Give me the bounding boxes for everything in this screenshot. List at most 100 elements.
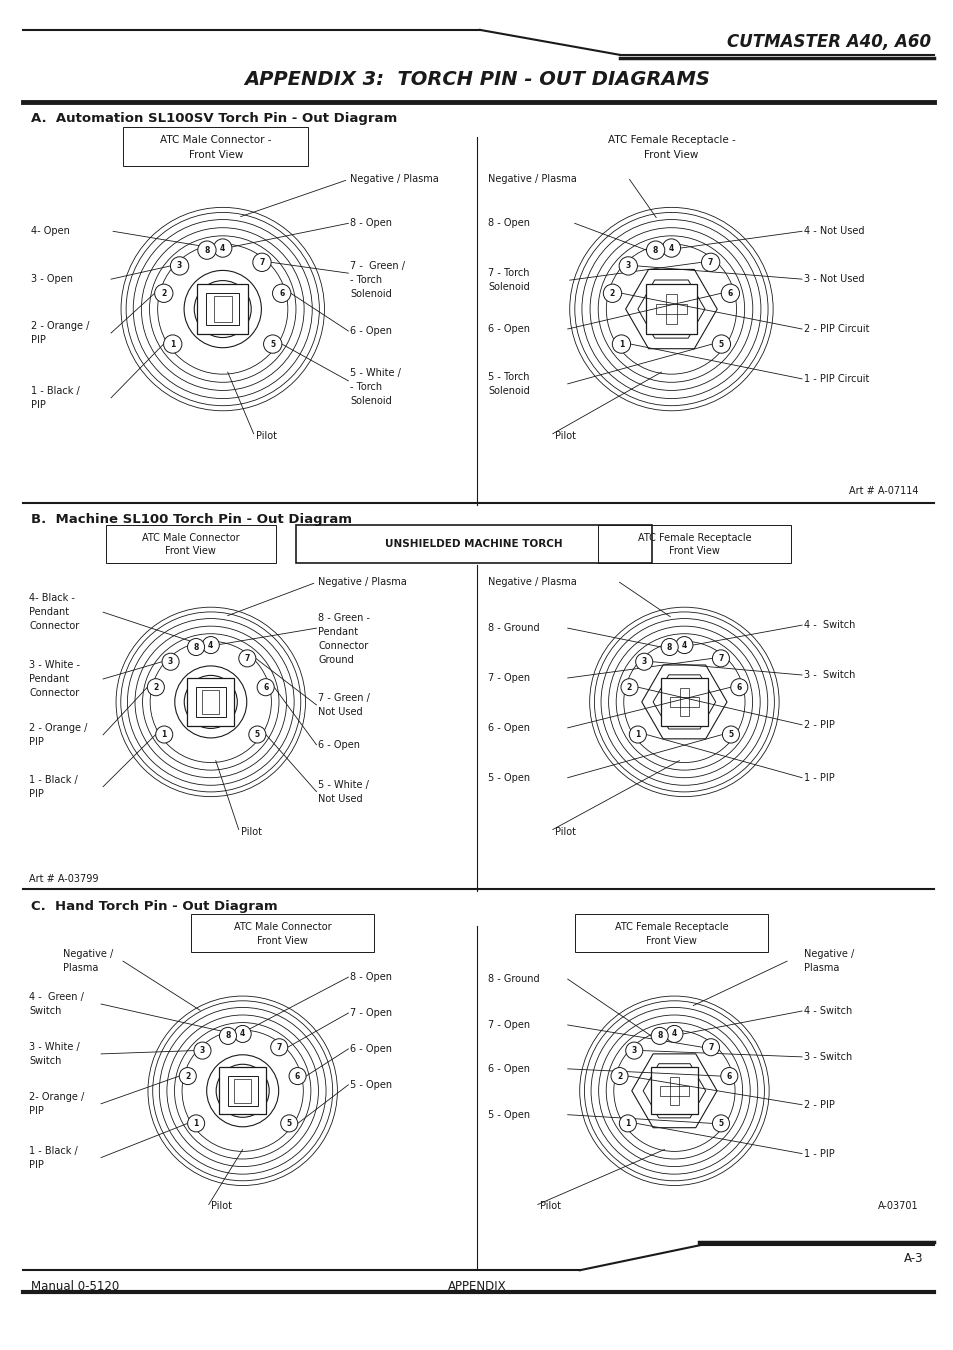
Text: Pilot: Pilot <box>555 431 576 440</box>
Text: 2: 2 <box>161 289 166 298</box>
Text: ATC Male Connector: ATC Male Connector <box>233 922 331 933</box>
Text: 1: 1 <box>193 1119 198 1127</box>
Text: Pilot: Pilot <box>555 826 576 837</box>
Circle shape <box>635 653 652 670</box>
Text: C.  Hand Torch Pin - Out Diagram: C. Hand Torch Pin - Out Diagram <box>31 900 277 913</box>
Circle shape <box>154 284 172 302</box>
Bar <box>219 1066 266 1115</box>
Text: 3: 3 <box>177 262 182 270</box>
Circle shape <box>625 1042 642 1060</box>
Text: 2: 2 <box>617 1072 621 1080</box>
Text: Front View: Front View <box>257 936 308 946</box>
Text: 2 - PIP Circuit: 2 - PIP Circuit <box>803 324 868 333</box>
Text: 8: 8 <box>666 643 672 652</box>
Text: Front View: Front View <box>643 150 698 159</box>
Text: 6: 6 <box>294 1072 300 1080</box>
Text: PIP: PIP <box>31 335 46 346</box>
Bar <box>597 525 790 563</box>
Text: 7 - Open: 7 - Open <box>487 674 530 683</box>
Circle shape <box>646 240 664 259</box>
Circle shape <box>202 637 219 653</box>
Text: 7: 7 <box>707 258 713 267</box>
Circle shape <box>273 284 291 302</box>
Text: 6: 6 <box>727 289 732 298</box>
Text: A.  Automation SL100SV Torch Pin - Out Diagram: A. Automation SL100SV Torch Pin - Out Di… <box>31 112 397 126</box>
Circle shape <box>721 726 739 743</box>
Text: - Torch: - Torch <box>350 275 382 285</box>
Text: Connector: Connector <box>30 621 79 632</box>
Text: ATC Female Receptacle: ATC Female Receptacle <box>614 922 727 933</box>
Bar <box>123 127 308 166</box>
Text: 6 - Open: 6 - Open <box>487 324 530 333</box>
Circle shape <box>289 1068 306 1084</box>
Text: 7: 7 <box>707 1042 713 1052</box>
Text: Negative / Plasma: Negative / Plasma <box>487 174 577 185</box>
Polygon shape <box>625 270 717 348</box>
Text: 7: 7 <box>276 1042 281 1052</box>
Text: 4: 4 <box>220 243 225 252</box>
Circle shape <box>188 1115 205 1131</box>
Text: Pilot: Pilot <box>240 826 261 837</box>
Text: 5 - Torch: 5 - Torch <box>487 371 529 382</box>
Text: 7 - Torch: 7 - Torch <box>487 269 529 278</box>
Text: 8 - Open: 8 - Open <box>350 219 392 228</box>
Circle shape <box>219 1027 236 1045</box>
Circle shape <box>263 335 281 354</box>
Text: 5: 5 <box>728 730 733 738</box>
Text: 8 - Open: 8 - Open <box>350 972 392 981</box>
Text: 1 - Black /: 1 - Black / <box>30 1146 78 1156</box>
Text: 8: 8 <box>225 1031 231 1041</box>
Text: 5 - Open: 5 - Open <box>487 772 530 783</box>
Text: Pilot: Pilot <box>539 1202 560 1211</box>
Text: 1 - PIP: 1 - PIP <box>803 1149 834 1158</box>
Text: Negative / Plasma: Negative / Plasma <box>350 174 438 185</box>
Text: PIP: PIP <box>30 788 44 799</box>
Text: Not Used: Not Used <box>318 707 363 717</box>
Circle shape <box>612 335 630 354</box>
Text: Ground: Ground <box>318 655 354 666</box>
Circle shape <box>712 335 730 354</box>
Circle shape <box>660 639 678 656</box>
Text: ATC Male Connector: ATC Male Connector <box>142 533 239 544</box>
Text: 4 - Not Used: 4 - Not Used <box>803 227 863 236</box>
Circle shape <box>620 679 638 695</box>
Circle shape <box>193 1042 211 1060</box>
Text: 4 -  Green /: 4 - Green / <box>30 992 84 1002</box>
Text: 3: 3 <box>200 1046 205 1056</box>
Text: Front View: Front View <box>165 547 216 556</box>
Circle shape <box>730 679 747 695</box>
Circle shape <box>661 239 679 258</box>
Text: APPENDIX: APPENDIX <box>447 1280 506 1293</box>
Bar <box>670 697 698 706</box>
Text: 4: 4 <box>240 1030 245 1038</box>
Text: 4 - Switch: 4 - Switch <box>803 1006 851 1017</box>
Bar <box>227 1076 257 1106</box>
Polygon shape <box>631 1054 717 1127</box>
Text: 2- Orange /: 2- Orange / <box>30 1092 85 1102</box>
Circle shape <box>253 254 271 271</box>
Text: 8 - Green -: 8 - Green - <box>318 613 370 624</box>
Text: Front View: Front View <box>668 547 720 556</box>
Text: CUTMASTER A40, A60: CUTMASTER A40, A60 <box>726 32 930 51</box>
Bar <box>665 294 676 324</box>
Text: 3 - White -: 3 - White - <box>30 660 80 670</box>
Text: 5: 5 <box>270 340 275 348</box>
Bar <box>206 293 239 325</box>
Text: Front View: Front View <box>189 150 243 159</box>
Text: 4: 4 <box>208 641 213 649</box>
Text: 3: 3 <box>631 1046 637 1056</box>
Text: 8: 8 <box>204 246 210 255</box>
Circle shape <box>216 1064 269 1118</box>
Text: 6 - Open: 6 - Open <box>318 740 360 749</box>
Text: 3: 3 <box>641 657 646 667</box>
Polygon shape <box>642 1064 705 1118</box>
Circle shape <box>629 726 646 743</box>
Text: 7 - Green /: 7 - Green / <box>318 693 370 703</box>
Bar <box>187 678 234 725</box>
Bar <box>233 1079 251 1103</box>
Text: 4: 4 <box>671 1030 677 1038</box>
Text: 1: 1 <box>161 730 167 738</box>
Text: 6 - Open: 6 - Open <box>350 325 392 336</box>
Text: ATC Female Receptacle: ATC Female Receptacle <box>637 533 750 544</box>
Circle shape <box>720 284 739 302</box>
